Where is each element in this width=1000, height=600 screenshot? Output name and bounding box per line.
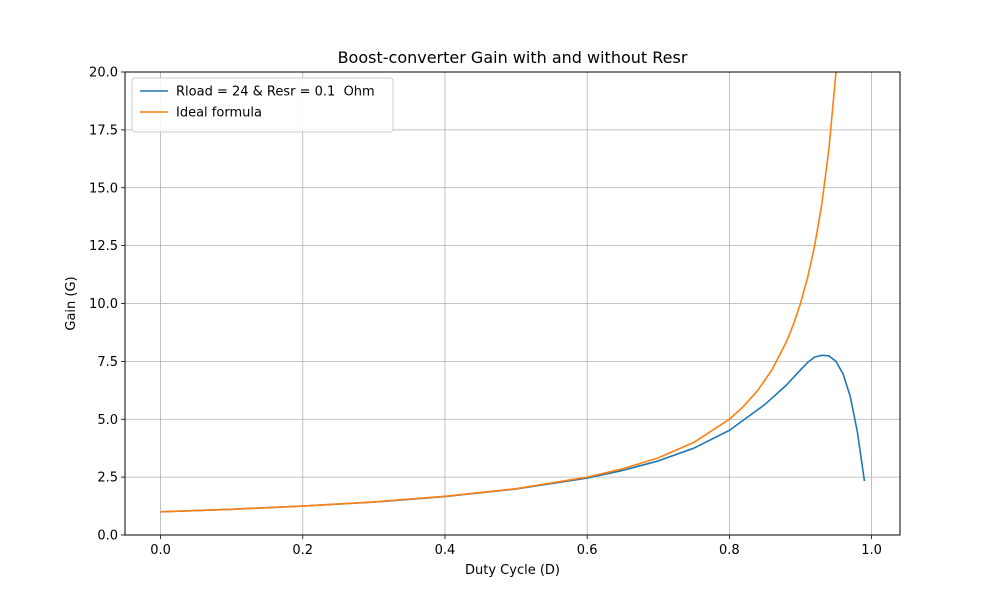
legend-label-1: Ideal formula (176, 106, 262, 121)
x-tick-label: 1.0 (861, 543, 882, 558)
axis-ticks: 0.0 0.2 0.4 0.6 0.8 1.0 0.0 2.5 5.0 7.5 10.0 12.5 15… (89, 66, 882, 559)
y-tick-label: 12.5 (89, 239, 118, 254)
y-tick-label: 2.5 (97, 471, 118, 486)
x-axis-title: Duty Cycle (D) (465, 563, 560, 578)
y-tick-label: 17.5 (89, 123, 118, 138)
x-tick-label: 0.4 (435, 543, 456, 558)
y-tick-label: 0.0 (97, 529, 118, 544)
x-tick-label: 0.8 (719, 543, 740, 558)
series-line-1 (160, 72, 837, 513)
chart-title: Boost-converter Gain with and without Re… (338, 48, 688, 67)
legend: Rload = 24 & Resr = 0.1 Ohm Ideal formula (131, 77, 394, 133)
legend-label-0: Rload = 24 & Resr = 0.1 Ohm (176, 85, 375, 100)
x-tick-label: 0.2 (292, 543, 313, 558)
y-tick-label: 15.0 (89, 181, 118, 196)
x-tick-label: 0.0 (150, 543, 171, 558)
legend-box (131, 77, 394, 133)
y-tick-label: 10.0 (89, 297, 118, 312)
series-group (160, 72, 866, 513)
y-tick-label: 7.5 (97, 355, 118, 370)
y-tick-label: 5.0 (97, 413, 118, 428)
y-axis-title: Gain (G) (64, 276, 79, 330)
x-tick-label: 0.6 (577, 543, 598, 558)
y-tick-label: 20.0 (89, 66, 118, 81)
